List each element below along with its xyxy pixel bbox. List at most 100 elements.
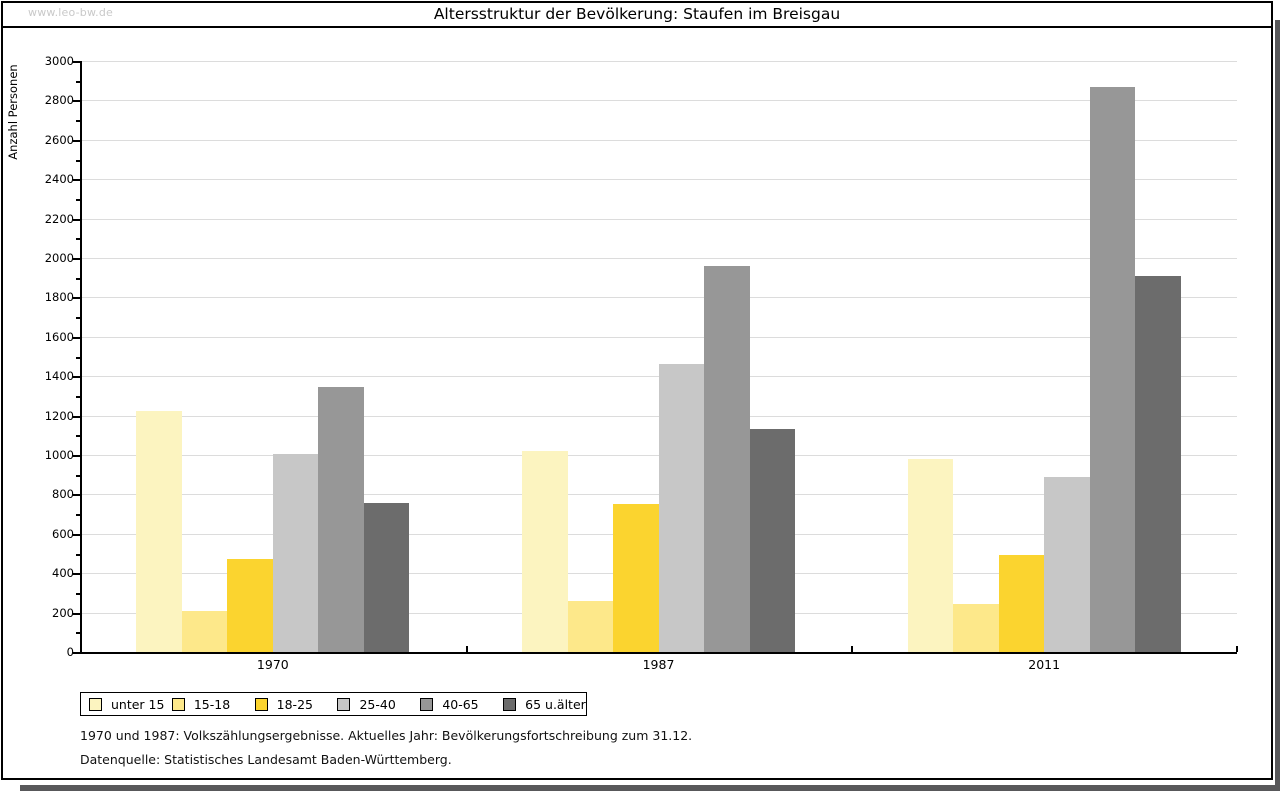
legend-item: 25-40 [337, 697, 420, 712]
y-axis-label: 1200 [44, 408, 74, 423]
x-group-tick [851, 646, 854, 652]
y-minor-tick [76, 120, 80, 123]
y-minor-tick [76, 356, 80, 359]
x-group-tick [1236, 646, 1238, 652]
y-minor-tick [76, 80, 80, 83]
x-axis-label: 1987 [642, 657, 675, 672]
y-minor-tick [76, 474, 80, 477]
bar-1987-65-u.älter [749, 429, 795, 652]
bar-2011-65-u.älter [1135, 275, 1181, 652]
legend-label: 18-25 [276, 696, 313, 712]
y-major-tick [73, 258, 80, 260]
y-minor-tick [76, 317, 80, 320]
y-minor-tick [76, 395, 80, 398]
gridline [80, 297, 1237, 299]
x-axis-label: 1970 [256, 657, 289, 672]
frame-shadow-right [1275, 20, 1280, 791]
y-minor-tick [76, 159, 80, 162]
y-axis-label: 1600 [44, 329, 74, 344]
footnote-sources: 1970 und 1987: Volkszählungsergebnisse. … [80, 728, 693, 743]
gridline [80, 218, 1237, 220]
y-axis-label: 1800 [44, 290, 74, 305]
gridline [80, 61, 1237, 62]
y-axis-label: 1000 [44, 448, 74, 462]
y-axis-label: 3000 [44, 54, 74, 68]
bar-1987-40-65 [704, 265, 750, 652]
bar-2011-unter-15 [907, 458, 954, 652]
y-axis-label: 2400 [44, 172, 74, 187]
gridline [80, 336, 1237, 338]
y-axis-label: 1400 [44, 369, 74, 384]
watermark: www.leo-bw.de [28, 6, 114, 19]
y-axis-title: Anzahl Personen [6, 64, 20, 160]
y-axis-line [80, 61, 82, 654]
y-major-tick [73, 652, 80, 654]
bar-1987-unter-15 [522, 451, 568, 652]
bar-1970-unter-15 [136, 410, 182, 652]
y-major-tick [73, 494, 80, 497]
legend-swatch [254, 697, 268, 711]
bar-2011-40-65 [1089, 86, 1136, 652]
legend-swatch [171, 697, 185, 711]
y-major-tick [73, 179, 80, 182]
y-major-tick [73, 533, 80, 536]
legend-swatch [337, 697, 351, 711]
y-major-tick [73, 139, 80, 142]
plot-area [80, 61, 1237, 652]
legend-item: 65 u.älter [503, 697, 586, 712]
y-major-tick [73, 415, 80, 418]
y-major-tick [73, 100, 80, 103]
legend-swatch [89, 697, 102, 711]
frame-shadow-bottom [20, 785, 1280, 791]
legend-label: 65 u.älter [525, 696, 586, 712]
y-axis-label: 400 [52, 566, 74, 581]
bar-2011-25-40 [1044, 476, 1090, 652]
y-major-tick [73, 218, 80, 221]
y-minor-tick [76, 198, 80, 201]
y-axis-label: 2600 [44, 132, 74, 147]
y-minor-tick [76, 632, 80, 635]
bar-2011-15-18 [953, 603, 999, 652]
x-axis-line [80, 652, 1237, 654]
gridline [80, 179, 1237, 181]
legend-item: 15-18 [171, 696, 255, 712]
y-minor-tick [76, 592, 80, 595]
bar-1970-15-18 [181, 610, 228, 652]
y-axis-label: 200 [52, 605, 74, 620]
bar-1970-40-65 [318, 387, 364, 652]
bar-1970-65-u.älter [363, 503, 410, 652]
bar-1987-25-40 [658, 364, 704, 652]
y-axis-label: 600 [52, 526, 74, 541]
bar-1987-15-18 [567, 600, 613, 652]
y-axis-label: 2800 [44, 93, 74, 108]
y-minor-tick [76, 277, 80, 280]
gridline [80, 100, 1237, 102]
legend-item: 18-25 [254, 696, 338, 712]
y-major-tick [73, 455, 80, 457]
y-minor-tick [76, 238, 80, 241]
y-major-tick [73, 573, 80, 576]
legend-label: 15-18 [193, 696, 231, 712]
footnote-dataquelle: Datenquelle: Statistisches Landesamt Bad… [80, 752, 452, 767]
legend-item: unter 15 [89, 697, 172, 712]
y-minor-tick [76, 435, 80, 438]
y-major-tick [73, 336, 80, 339]
legend-swatch [420, 697, 434, 711]
y-axis-label: 800 [52, 487, 74, 502]
title-separator [3, 26, 1271, 28]
legend-label: 40-65 [442, 696, 479, 712]
y-major-tick [73, 297, 80, 300]
x-group-tick [465, 646, 468, 652]
bar-1987-18-25 [613, 504, 659, 652]
gridline [80, 258, 1237, 259]
legend: unter 15 15-18 18-25 25-40 40-65 65 u.älter [80, 692, 587, 716]
y-axis-label: 2200 [44, 211, 74, 226]
bar-1970-25-40 [272, 454, 319, 652]
gridline [80, 139, 1237, 141]
y-axis-label: 0 [66, 645, 74, 659]
y-major-tick [73, 61, 80, 63]
x-axis-label: 2011 [1028, 657, 1061, 672]
legend-label: 25-40 [359, 696, 396, 712]
y-minor-tick [76, 514, 80, 517]
